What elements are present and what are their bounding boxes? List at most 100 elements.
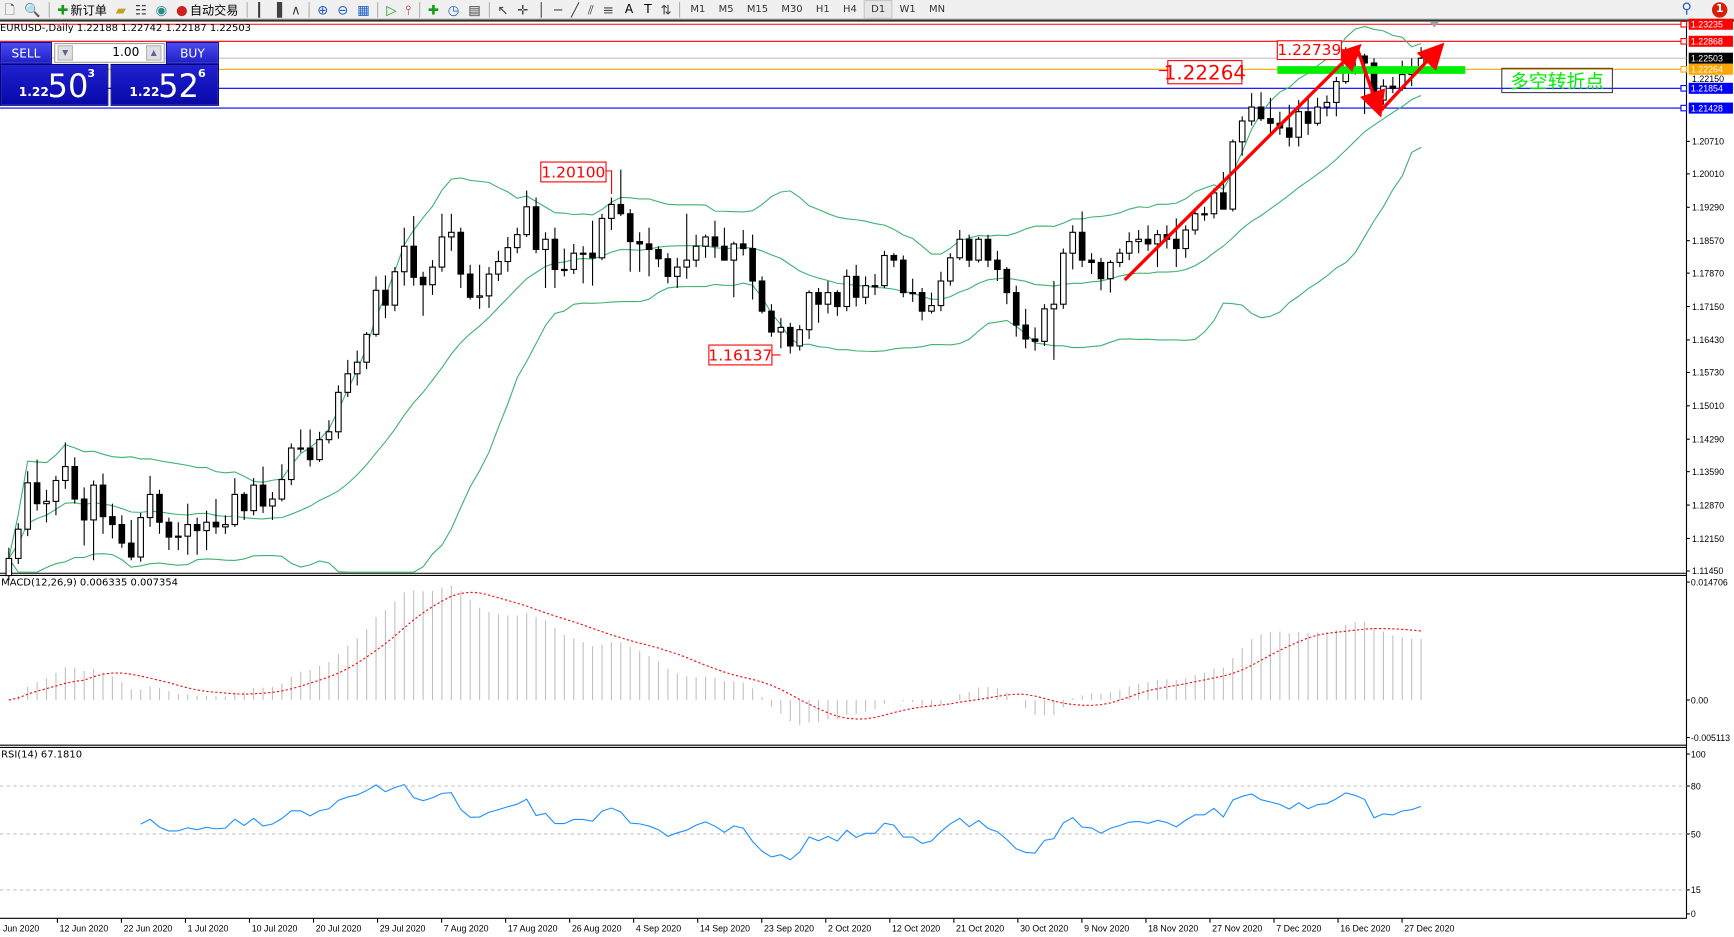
arrows-button[interactable]: ⇅ xyxy=(656,0,676,19)
candle[interactable] xyxy=(62,442,69,489)
tile-windows-button[interactable]: ▦ xyxy=(353,0,374,19)
candle[interactable] xyxy=(1088,253,1095,275)
candle[interactable] xyxy=(1125,232,1133,261)
candle[interactable] xyxy=(532,197,540,254)
candle[interactable] xyxy=(1238,116,1246,156)
candle[interactable] xyxy=(928,292,935,314)
december-high-label-box[interactable] xyxy=(1276,40,1343,61)
candle[interactable] xyxy=(1304,97,1312,135)
candle[interactable] xyxy=(777,318,785,349)
timeframe-h4[interactable]: H4 xyxy=(842,3,857,15)
candle[interactable] xyxy=(909,278,916,302)
horizontal-line-button[interactable]: ─ xyxy=(550,0,567,19)
candle[interactable] xyxy=(994,250,1001,282)
candle[interactable] xyxy=(683,213,691,279)
candle[interactable] xyxy=(645,227,653,277)
templates-button[interactable]: ▤ xyxy=(464,0,485,19)
candle[interactable] xyxy=(278,464,286,502)
line-chart-button[interactable]: ∧ xyxy=(287,0,306,19)
candle[interactable] xyxy=(335,385,342,439)
shift-marker-icon[interactable] xyxy=(1429,22,1439,28)
candle[interactable] xyxy=(269,492,276,520)
candle[interactable] xyxy=(363,332,370,370)
buy-button[interactable]: BUY xyxy=(165,41,219,64)
candle[interactable] xyxy=(1116,248,1124,268)
timeframe-mn[interactable]: MN xyxy=(928,3,946,15)
candle[interactable] xyxy=(14,523,22,564)
candle[interactable] xyxy=(965,234,973,268)
candle[interactable] xyxy=(636,232,643,272)
candle[interactable] xyxy=(240,492,248,520)
candle[interactable] xyxy=(881,250,888,288)
candle[interactable] xyxy=(448,213,455,251)
candle[interactable] xyxy=(1220,172,1227,210)
candle[interactable] xyxy=(673,257,681,288)
candle[interactable] xyxy=(156,489,163,534)
candle[interactable] xyxy=(80,487,88,546)
timeframe-m1[interactable]: M1 xyxy=(690,3,706,15)
candle[interactable] xyxy=(1285,104,1293,147)
signal-button[interactable]: ◉ xyxy=(151,0,171,19)
cursor-button[interactable]: ↖ xyxy=(493,0,513,19)
candle[interactable] xyxy=(466,264,474,300)
timeframe-m30[interactable]: M30 xyxy=(781,3,803,15)
candle[interactable] xyxy=(5,547,13,581)
candle[interactable] xyxy=(1031,327,1039,351)
candle[interactable] xyxy=(1069,225,1077,270)
candle[interactable] xyxy=(1201,206,1208,221)
candle[interactable] xyxy=(250,478,257,516)
autoscroll-button[interactable]: ▷ xyxy=(382,0,401,19)
candle[interactable] xyxy=(400,227,408,286)
candle[interactable] xyxy=(655,246,662,268)
candle[interactable] xyxy=(1380,79,1387,105)
candle[interactable] xyxy=(457,227,465,288)
lot-increase-icon[interactable]: ▲ xyxy=(145,45,162,61)
timeframe-m15[interactable]: M15 xyxy=(746,3,769,15)
candle[interactable] xyxy=(626,209,634,272)
candle[interactable] xyxy=(259,466,267,513)
candle[interactable] xyxy=(24,471,31,537)
lot-decrease-icon[interactable]: ▼ xyxy=(57,45,73,61)
candle[interactable] xyxy=(1191,209,1199,235)
candle[interactable] xyxy=(523,190,530,237)
candle[interactable] xyxy=(608,197,615,230)
candle[interactable] xyxy=(372,276,380,337)
timeframe-w1[interactable]: W1 xyxy=(899,3,916,15)
candle[interactable] xyxy=(862,276,869,305)
candle[interactable] xyxy=(1323,95,1331,117)
candle[interactable] xyxy=(843,269,851,312)
candle[interactable] xyxy=(890,253,898,268)
candle[interactable] xyxy=(1248,93,1255,126)
zoom-out-button[interactable]: ⊖ xyxy=(333,0,353,19)
candle[interactable] xyxy=(495,250,502,282)
rebound-arrow[interactable] xyxy=(1377,42,1445,114)
candle[interactable] xyxy=(353,350,361,386)
candle[interactable] xyxy=(984,234,992,268)
lot-size-input[interactable]: ▼ 1.00 ▲ xyxy=(54,42,165,63)
zoom-preview-button[interactable]: 🔍 xyxy=(20,0,45,19)
candle[interactable] xyxy=(193,517,201,555)
candle[interactable] xyxy=(768,304,775,337)
candle[interactable] xyxy=(1078,211,1086,268)
periods-clock-button[interactable]: ◷ xyxy=(443,0,463,19)
candle[interactable] xyxy=(382,275,389,319)
candle[interactable] xyxy=(1041,304,1048,346)
candle[interactable] xyxy=(749,234,756,300)
candle[interactable] xyxy=(570,243,578,275)
text-label-button[interactable]: T xyxy=(638,0,657,19)
candle[interactable] xyxy=(1022,308,1029,349)
candle[interactable] xyxy=(476,264,483,309)
candle[interactable] xyxy=(1257,92,1265,121)
candle[interactable] xyxy=(617,169,625,217)
candle[interactable] xyxy=(1097,257,1105,291)
candle[interactable] xyxy=(203,510,210,551)
crosshair-button[interactable]: ✛ xyxy=(513,0,533,19)
candle[interactable] xyxy=(1012,285,1020,337)
new-order-button[interactable]: ✚ 新订单 xyxy=(53,0,112,19)
bar-chart-button[interactable]: ┃ xyxy=(251,0,268,19)
candle[interactable] xyxy=(231,478,239,527)
candle[interactable] xyxy=(758,276,766,314)
candle[interactable] xyxy=(1003,267,1011,305)
candle[interactable] xyxy=(71,457,79,504)
